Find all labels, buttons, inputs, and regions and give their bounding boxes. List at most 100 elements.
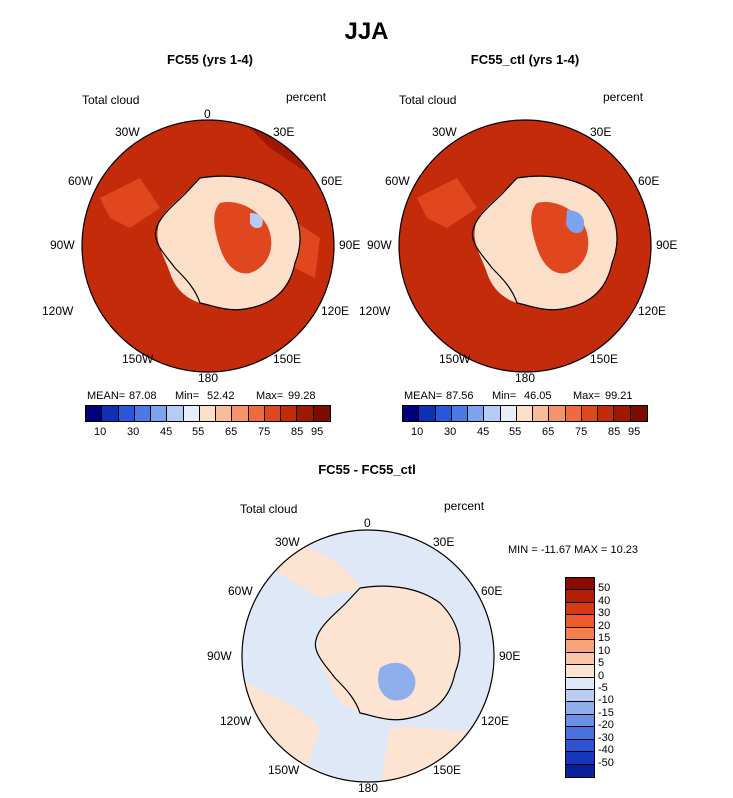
panel-2-map-border xyxy=(398,119,652,373)
panel-2-mean-label: MEAN= xyxy=(404,390,443,402)
panel-2-cb-tick: 10 xyxy=(411,426,424,438)
panel-2-map xyxy=(398,119,652,373)
panel-3-negative-spot xyxy=(378,662,416,701)
panel-1-colorbar-swatch xyxy=(281,406,298,421)
panel-1-colorbar-swatch xyxy=(118,406,135,421)
panel-1-lon-60e: 60E xyxy=(321,174,343,188)
panel-1-colorbar-swatch xyxy=(313,406,330,421)
panel-1-max-value: 99.28 xyxy=(288,390,316,402)
panel-3-colorbar-swatch xyxy=(566,739,594,753)
panel-3-colorbar-swatch xyxy=(566,627,594,641)
panel-3-colorbar-swatch xyxy=(566,652,594,666)
panel-1-mean-value: 87.08 xyxy=(129,390,157,402)
panel-1-lon-30w: 30W xyxy=(115,125,140,139)
panel-2-colorbar-swatch xyxy=(581,406,599,421)
panel-3-cb-tick: 30 xyxy=(598,607,611,620)
panel-2-colorbar-swatch xyxy=(630,406,647,421)
panel-3-cb-tick: -30 xyxy=(598,731,614,744)
panel-2-colorbar-swatch xyxy=(598,406,615,421)
panel-3-colorbar-swatch xyxy=(566,714,594,728)
panel-2-cb-tick: 65 xyxy=(542,426,555,438)
panel-3-cb-tick: 20 xyxy=(598,619,611,632)
panel-3-lon-150e: 150E xyxy=(433,763,462,777)
panel-1-mid-cloud-patch xyxy=(100,178,160,228)
panel-2-max-value: 99.21 xyxy=(605,390,633,402)
panel-3-cb-tick: 0 xyxy=(598,669,605,682)
panel-3-cb-tick: -10 xyxy=(598,694,614,707)
panel-3-colorbar xyxy=(565,577,595,778)
panel-2-max-label: Max= xyxy=(573,390,601,402)
panel-3-title: FC55 - FC55_ctl xyxy=(318,462,416,477)
panel-1-cb-tick: 95 xyxy=(311,426,324,438)
panel-1-colorbar-swatch xyxy=(232,406,249,421)
panel-1-colorbar-swatch xyxy=(216,406,233,421)
panel-3-lon-120w: 120W xyxy=(220,714,252,728)
panel-3-cb-tick: 40 xyxy=(598,594,611,607)
panel-2-colorbar-swatch xyxy=(419,406,436,421)
panel-1-cb-tick: 85 xyxy=(291,426,304,438)
panel-2-colorbar-swatch xyxy=(533,406,550,421)
panel-3-variable-label: Total cloud xyxy=(240,502,298,516)
panel-2-cb-tick: 55 xyxy=(509,426,522,438)
panel-3-cb-tick: 50 xyxy=(598,582,611,595)
panel-3-colorbar-swatch xyxy=(566,677,594,690)
panel-1-colorbar-swatch xyxy=(134,406,152,421)
panel-3-cb-tick: 5 xyxy=(598,657,605,670)
panel-3-colorbar-swatch xyxy=(566,615,594,628)
panel-2-mean-value: 87.56 xyxy=(446,390,474,402)
panel-2-lon-120w: 120W xyxy=(359,304,391,318)
panel-1-colorbar xyxy=(85,405,331,422)
panel-3-colorbar-swatch xyxy=(566,752,594,765)
panel-1-cb-tick: 55 xyxy=(192,426,205,438)
panel-3-map-border xyxy=(241,529,495,783)
panel-2-lon-90e: 90E xyxy=(656,238,678,252)
panel-2-colorbar-swatch xyxy=(549,406,566,421)
panel-2-lon-120e: 120E xyxy=(638,304,667,318)
panel-2-colorbar-swatch xyxy=(565,406,582,421)
panel-2-lon-90w: 90W xyxy=(367,238,392,252)
panel-3-colorbar-swatch xyxy=(566,602,594,616)
panel-2-colorbar-swatch xyxy=(484,406,501,421)
panel-1-lon-90w: 90W xyxy=(50,238,75,252)
panel-2-min-value: 46.05 xyxy=(524,390,552,402)
panel-2-cb-tick: 95 xyxy=(628,426,641,438)
panel-2-lon-60w: 60W xyxy=(385,174,410,188)
panel-3-colorbar-swatch xyxy=(566,764,594,777)
panel-2-variable-label: Total cloud xyxy=(399,93,457,107)
panel-2-cb-tick: 45 xyxy=(477,426,490,438)
panel-2-lon-60e: 60E xyxy=(638,174,660,188)
panel-3-minmax: MIN = -11.67 MAX = 10.23 xyxy=(508,544,639,556)
panel-1-max-label: Max= xyxy=(256,390,284,402)
panel-1-map xyxy=(81,119,335,373)
panel-3-colorbar-swatch xyxy=(566,689,594,703)
panel-3-lon-60w: 60W xyxy=(228,584,253,598)
panel-1-colorbar-swatch xyxy=(86,406,103,421)
panel-2-lon-150e: 150E xyxy=(590,352,619,366)
panel-3-cb-tick: -40 xyxy=(598,744,614,757)
panel-1-cb-tick: 65 xyxy=(225,426,238,438)
panel-2-cb-tick: 85 xyxy=(608,426,621,438)
panel-3-antarctica-diff xyxy=(317,586,460,720)
panel-2-cb-tick: 30 xyxy=(444,426,457,438)
panel-2-units-label: percent xyxy=(603,90,644,104)
panel-1-low-cloud-spot xyxy=(250,213,263,229)
panel-1-colorbar-swatch xyxy=(297,406,314,421)
panel-3-colorbar-swatch xyxy=(566,702,594,715)
panel-1-colorbar-swatch xyxy=(248,406,265,421)
panel-1-mean-label: MEAN= xyxy=(87,390,126,402)
panel-1-colorbar-swatch xyxy=(102,406,119,421)
figure-title: JJA xyxy=(344,18,389,45)
panel-2-lon-30e: 30E xyxy=(590,125,612,139)
panel-3-colorbar-swatch xyxy=(566,640,594,653)
panel-2-lon-150w: 150W xyxy=(439,352,471,366)
panel-1-cb-tick: 75 xyxy=(258,426,271,438)
panel-3-colorbar-swatch xyxy=(566,578,594,591)
panel-2-lon-30w: 30W xyxy=(432,125,457,139)
panel-3-colorbar-swatch xyxy=(566,590,594,603)
panel-3-lon-60e: 60E xyxy=(481,584,503,598)
panel-1-title: FC55 (yrs 1-4) xyxy=(167,52,253,67)
panel-3-lon-120e: 120E xyxy=(481,714,510,728)
panel-1-lon-0: 0 xyxy=(204,107,211,121)
panel-3-cb-tick: 15 xyxy=(598,632,611,645)
panel-3-lon-0: 0 xyxy=(364,516,371,530)
